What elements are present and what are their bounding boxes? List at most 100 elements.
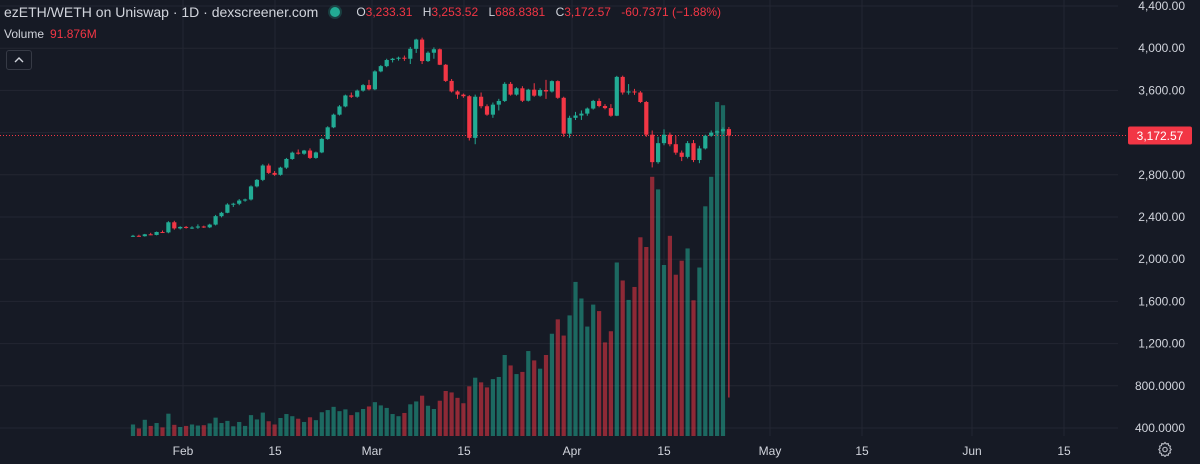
- price-tick-label: 4,000.00: [1138, 41, 1185, 55]
- candle-body: [307, 150, 313, 158]
- candle-body: [703, 135, 708, 149]
- candle-body: [644, 102, 649, 135]
- candle-body: [396, 57, 401, 59]
- candle-body: [579, 113, 584, 116]
- candle-body: [136, 235, 141, 237]
- volume-label: Volume: [4, 27, 45, 41]
- candle-body: [343, 95, 348, 107]
- open-value: 3,233.31: [365, 5, 413, 19]
- volume-bar: [585, 326, 590, 436]
- chevron-up-icon: [14, 57, 24, 63]
- volume-bar: [602, 342, 608, 436]
- candle-body: [160, 231, 165, 233]
- volume-bar: [656, 189, 661, 436]
- candle-body: [331, 114, 336, 128]
- volume-bar: [420, 395, 425, 436]
- volume-bar: [620, 280, 625, 436]
- volume-bar: [661, 265, 667, 436]
- collapse-legend-button[interactable]: [6, 50, 32, 70]
- volume-bar: [526, 351, 531, 436]
- volume-bar: [691, 300, 696, 436]
- candle-body: [650, 134, 655, 163]
- volume-bar: [313, 420, 318, 436]
- volume-bar: [278, 418, 283, 436]
- settings-gear-icon[interactable]: [1157, 441, 1173, 457]
- candle-body: [656, 143, 661, 163]
- volume-bar: [284, 414, 289, 436]
- volume-bar: [473, 377, 478, 436]
- candle-body: [520, 88, 525, 101]
- volume-bar: [372, 402, 377, 436]
- candle-body: [431, 49, 436, 53]
- candle-body: [408, 48, 413, 59]
- volume-bar: [130, 424, 136, 436]
- candle-body: [201, 226, 206, 228]
- candle-body: [402, 57, 407, 59]
- candle-body: [573, 115, 578, 118]
- candle-body: [378, 66, 383, 72]
- volume-legend: Volume 91.876M: [4, 27, 97, 41]
- candle-body: [130, 235, 136, 237]
- low-label: L: [488, 5, 496, 19]
- candle-body: [366, 85, 372, 90]
- volume-bar: [425, 405, 431, 436]
- last-price-badge: [1128, 126, 1192, 145]
- candle-body: [620, 76, 625, 93]
- candle-body: [567, 117, 572, 134]
- volume-bar: [685, 248, 690, 436]
- candle-body: [414, 39, 419, 49]
- volume-bar: [443, 391, 448, 436]
- candle-body: [490, 104, 495, 115]
- volume-bar: [614, 262, 619, 436]
- close-value: 3,172.57: [564, 5, 611, 19]
- candle-body: [543, 89, 549, 92]
- price-tick-label: 1,200.00: [1138, 337, 1185, 351]
- candle-body: [290, 152, 295, 159]
- candle-body: [626, 91, 631, 93]
- candle-body: [691, 143, 696, 161]
- price-tick-label: 2,400.00: [1138, 210, 1185, 224]
- volume-bar: [414, 401, 419, 436]
- candle-body: [237, 200, 242, 204]
- candle-body: [148, 234, 153, 236]
- volume-bar: [697, 267, 702, 436]
- time-tick-label: Mar: [362, 444, 383, 458]
- volume-bar: [650, 176, 655, 437]
- candle-body: [455, 91, 460, 95]
- candle-body: [207, 224, 212, 228]
- candle-body: [260, 165, 265, 180]
- change-value: -60.7371 (−1.88%): [621, 5, 722, 19]
- volume-bar: [543, 355, 549, 436]
- volume-bar: [349, 415, 354, 436]
- candle-body: [449, 80, 454, 92]
- price-tick-label: 1,600.00: [1138, 294, 1185, 308]
- candle-body: [461, 94, 466, 97]
- volume-bar: [490, 379, 495, 436]
- volume-bar: [455, 397, 460, 436]
- market-status-icon: [330, 7, 341, 17]
- volume-bar: [408, 404, 413, 436]
- candle-body: [467, 96, 472, 138]
- candle-body: [248, 186, 254, 200]
- candle-body: [473, 96, 478, 138]
- candle-body: [555, 81, 560, 98]
- candle-body: [266, 165, 271, 173]
- volume-bar: [555, 319, 560, 436]
- volume-bar: [567, 315, 572, 436]
- volume-bar: [632, 286, 637, 436]
- volume-bar: [231, 426, 236, 436]
- volume-bar: [538, 368, 543, 436]
- price-tick-label: 800.0000: [1135, 379, 1185, 393]
- candle-body: [697, 148, 702, 161]
- time-tick-label: 15: [657, 444, 671, 458]
- volume-bar: [319, 412, 324, 436]
- volume-bar: [396, 416, 401, 436]
- volume-bar: [337, 411, 342, 436]
- candle-body: [355, 90, 360, 97]
- candle-body: [685, 143, 690, 157]
- volume-bar: [366, 406, 372, 436]
- volume-bar: [378, 405, 383, 436]
- volume-bar: [579, 298, 584, 436]
